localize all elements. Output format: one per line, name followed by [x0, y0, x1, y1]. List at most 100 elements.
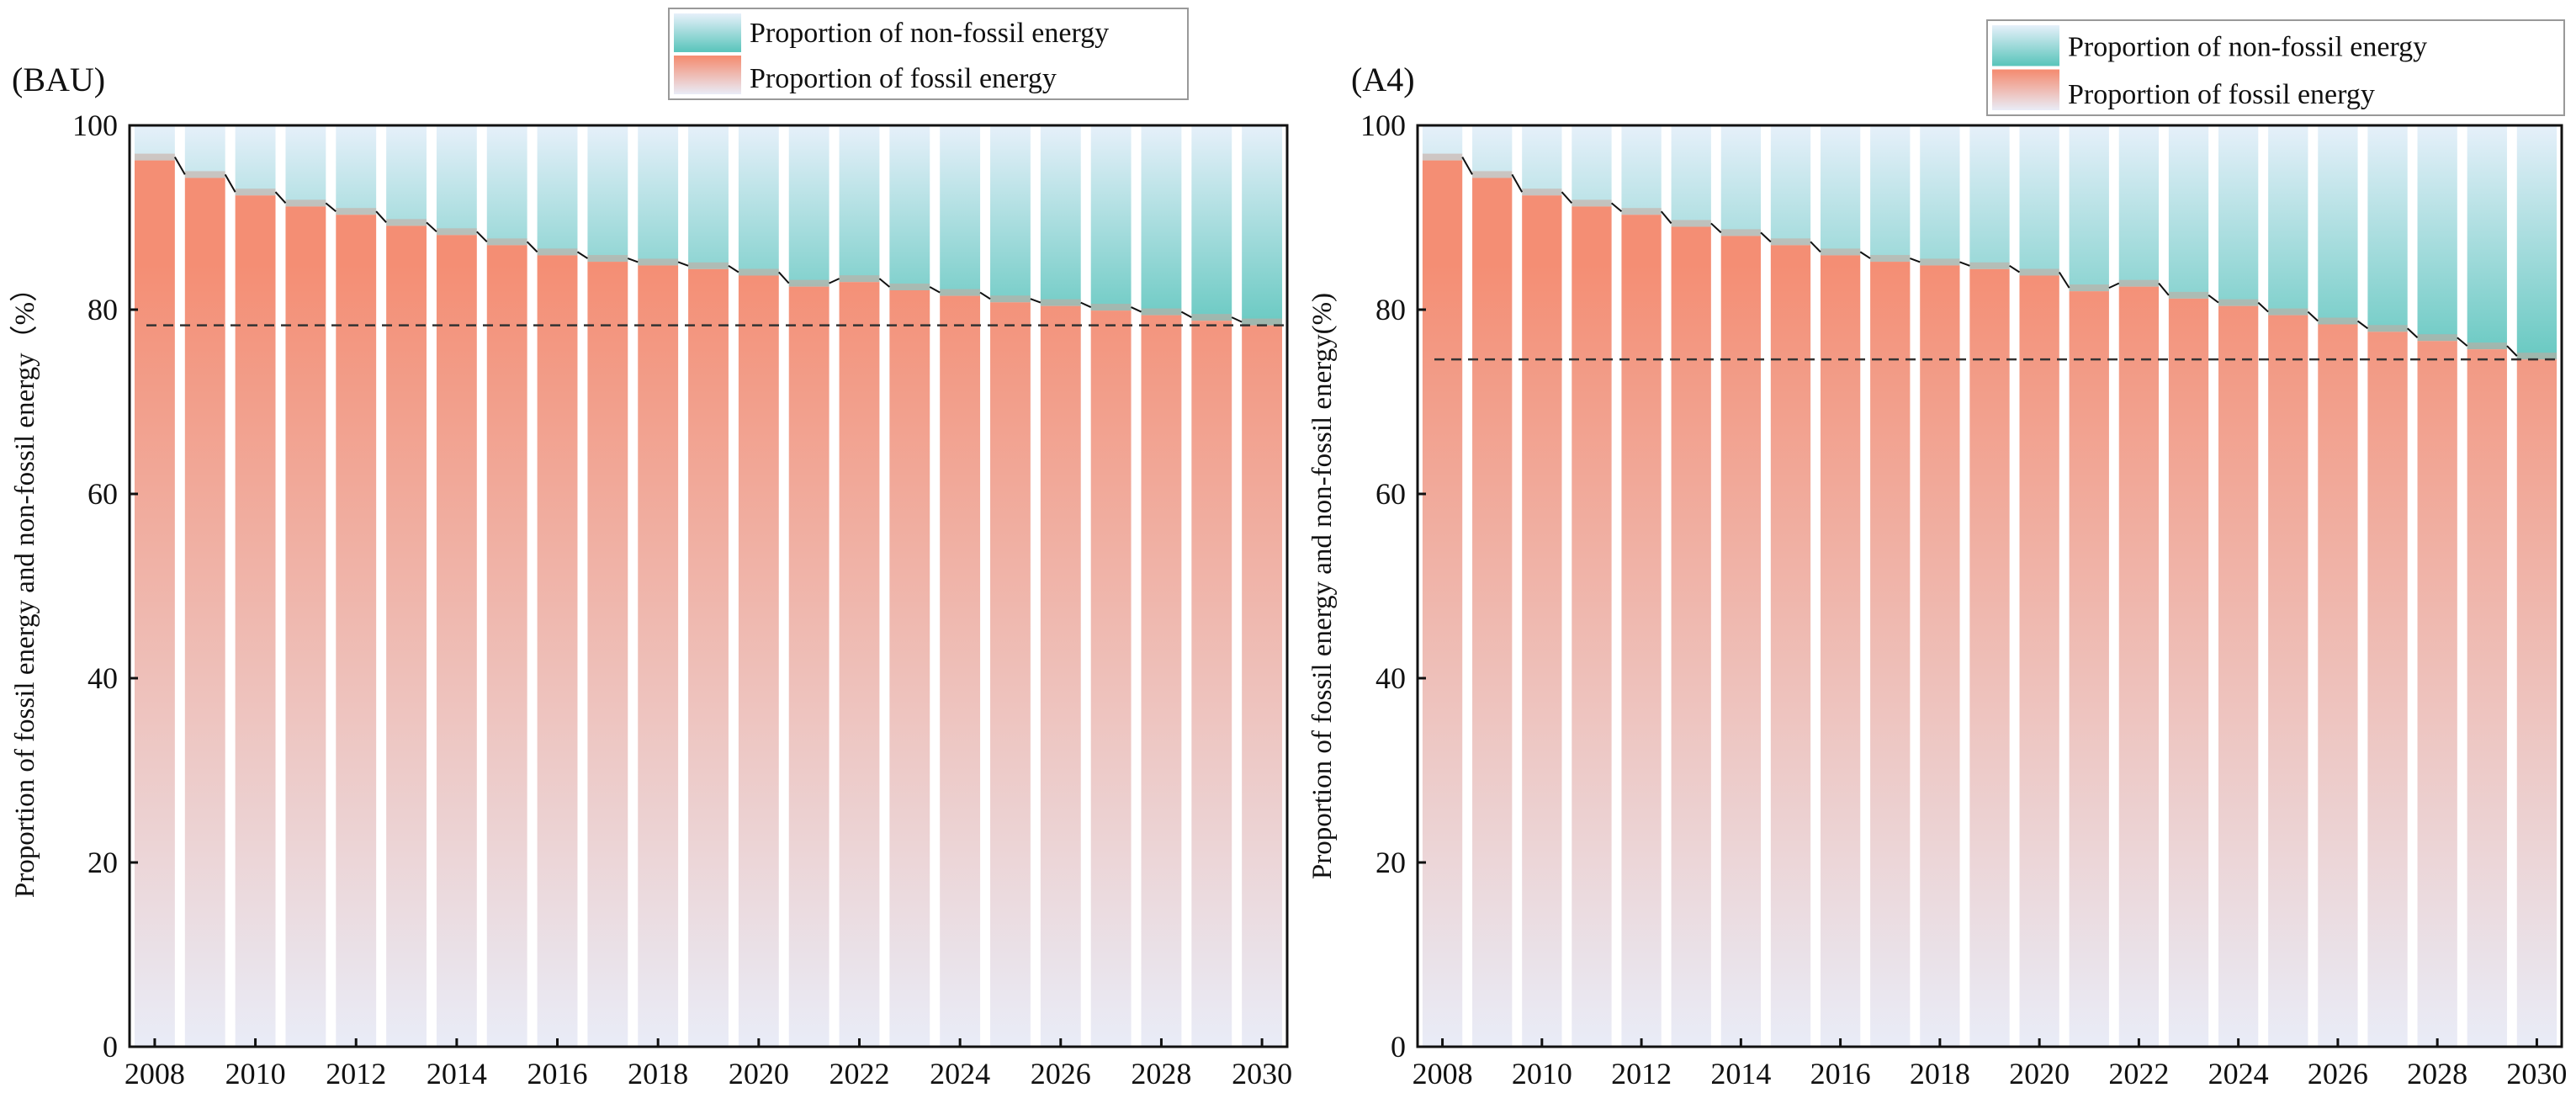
connector-line: [929, 286, 941, 294]
connector-line: [224, 173, 236, 193]
bar-fossil-2029: [2467, 349, 2507, 1048]
bar-fossil-2025: [2268, 315, 2308, 1047]
bar-boundary-2023: [889, 284, 930, 291]
bar-fossil-2011: [1572, 206, 1612, 1048]
x-tick-label: 2030: [1232, 1057, 1292, 1090]
bar-boundary-2025: [990, 295, 1031, 303]
bar-non-fossil-2018: [1920, 125, 1960, 266]
bar-fossil-2027: [2367, 332, 2408, 1047]
x-tick-label: 2024: [2208, 1057, 2269, 1090]
bar-fossil-2025: [990, 302, 1031, 1047]
bar-non-fossil-2026: [2318, 125, 2358, 325]
bar-boundary-2012: [336, 208, 377, 215]
legend-swatch-fossil: [674, 56, 741, 94]
bar-boundary-2029: [2467, 342, 2507, 350]
x-tick-label: 2020: [729, 1057, 789, 1090]
bar-non-fossil-2011: [1572, 125, 1612, 207]
x-tick-label: 2024: [930, 1057, 990, 1090]
bar-boundary-2018: [1920, 258, 1960, 266]
bar-boundary-2021: [2069, 284, 2109, 292]
bar-fossil-2015: [1770, 245, 1811, 1048]
bar-boundary-2026: [1040, 299, 1081, 306]
connector-line: [325, 202, 337, 212]
connector-line: [1030, 298, 1042, 304]
bar-non-fossil-2020: [738, 125, 779, 276]
connector-line: [979, 291, 991, 300]
chart-panel-a4: 0 20 40 60 80 100 2008 2010 2012 2014 2016 2018 2020…: [1307, 19, 2567, 1090]
x-tick-label: 2012: [326, 1057, 386, 1090]
chart-panel-bau: 0 20 40 60 80 100 2008 2010 2012 2014 2016 2018 2020…: [10, 8, 1292, 1090]
bar-boundary-2024: [940, 289, 981, 296]
connector-line: [375, 210, 387, 224]
bar-non-fossil-2029: [1191, 125, 1232, 321]
bar-boundary-2014: [436, 228, 477, 236]
bar-fossil-2013: [386, 226, 427, 1048]
bar-fossil-2017: [587, 262, 628, 1047]
bar-fossil-2015: [486, 245, 527, 1048]
connector-line: [778, 271, 790, 284]
y-tick-label: 100: [1360, 109, 1406, 142]
legend-box: [1986, 19, 2565, 116]
bar-fossil-2010: [1522, 195, 1562, 1048]
bar-fossil-2027: [1090, 310, 1132, 1048]
bar-fossil-2014: [1720, 236, 1761, 1047]
plot-frame: [128, 124, 1289, 1048]
bar-boundary-2023: [2168, 291, 2209, 299]
bar-fossil-2024: [2218, 305, 2259, 1047]
legend-label-fossil: Proportion of fossil energy: [2068, 79, 2375, 110]
bar-non-fossil-2010: [1522, 125, 1562, 196]
bar-fossil-2009: [1472, 178, 1513, 1047]
legend-label-non-fossil: Proportion of non-fossil energy: [2068, 32, 2427, 63]
bar-non-fossil-2015: [486, 125, 527, 246]
bar-non-fossil-2029: [2467, 125, 2507, 350]
bar-fossil-2011: [285, 206, 326, 1048]
legend: Proportion of non-fossil energy Proportio…: [1986, 19, 2565, 116]
bar-fossil-2023: [2168, 298, 2209, 1047]
bar-boundary-2030: [2516, 353, 2557, 360]
bar-non-fossil-2019: [688, 125, 729, 269]
panel-title: (A4): [1351, 61, 1415, 98]
bar-fossil-2020: [2019, 275, 2059, 1047]
bar-non-fossil-2028: [2417, 125, 2457, 342]
bar-boundary-2028: [2417, 334, 2457, 342]
legend-box: [668, 8, 1189, 100]
connector-line: [173, 157, 186, 175]
connector-line: [1910, 257, 1921, 263]
bar-fossil-2023: [889, 290, 930, 1047]
connector-line: [426, 221, 437, 233]
bar-non-fossil-2010: [235, 125, 276, 196]
bar-non-fossil-2017: [1870, 125, 1911, 263]
bar-boundary-2026: [2318, 317, 2358, 325]
bar-boundary-2029: [1191, 314, 1232, 321]
bar-non-fossil-2030: [1242, 125, 1283, 326]
bar-fossil-2012: [336, 215, 377, 1048]
bar-non-fossil-2014: [1720, 125, 1761, 236]
connector-line: [526, 241, 538, 253]
bar-non-fossil-2027: [2367, 125, 2408, 332]
x-tick-label: 2022: [2108, 1057, 2169, 1090]
bar-boundary-2011: [1572, 199, 1612, 207]
connector-line: [2257, 301, 2269, 313]
bar-non-fossil-2023: [2168, 125, 2209, 299]
connector-line: [274, 191, 287, 204]
bar-boundary-2010: [235, 188, 276, 196]
x-tick-label: 2012: [1611, 1057, 1672, 1090]
connector-line: [1959, 261, 1970, 267]
bar-fossil-2026: [2318, 324, 2358, 1047]
bar-fossil-2008: [134, 160, 175, 1048]
bar-non-fossil-2017: [587, 125, 628, 263]
bar-non-fossil-2021: [2069, 125, 2109, 292]
bar-boundary-2010: [1522, 188, 1562, 196]
bar-fossil-2008: [1422, 160, 1463, 1048]
bar-boundary-2015: [1770, 238, 1811, 246]
bar-fossil-2009: [184, 178, 225, 1047]
connector-line: [2058, 271, 2070, 289]
connector-line: [2307, 310, 2319, 322]
bar-non-fossil-2024: [2218, 125, 2259, 306]
bar-fossil-2022: [839, 282, 880, 1047]
bar-non-fossil-2016: [1820, 125, 1861, 256]
connector-line: [1231, 316, 1243, 323]
connector-line: [1561, 191, 1573, 204]
x-tick-label: 2026: [1031, 1057, 1091, 1090]
connector-line: [1080, 301, 1092, 309]
